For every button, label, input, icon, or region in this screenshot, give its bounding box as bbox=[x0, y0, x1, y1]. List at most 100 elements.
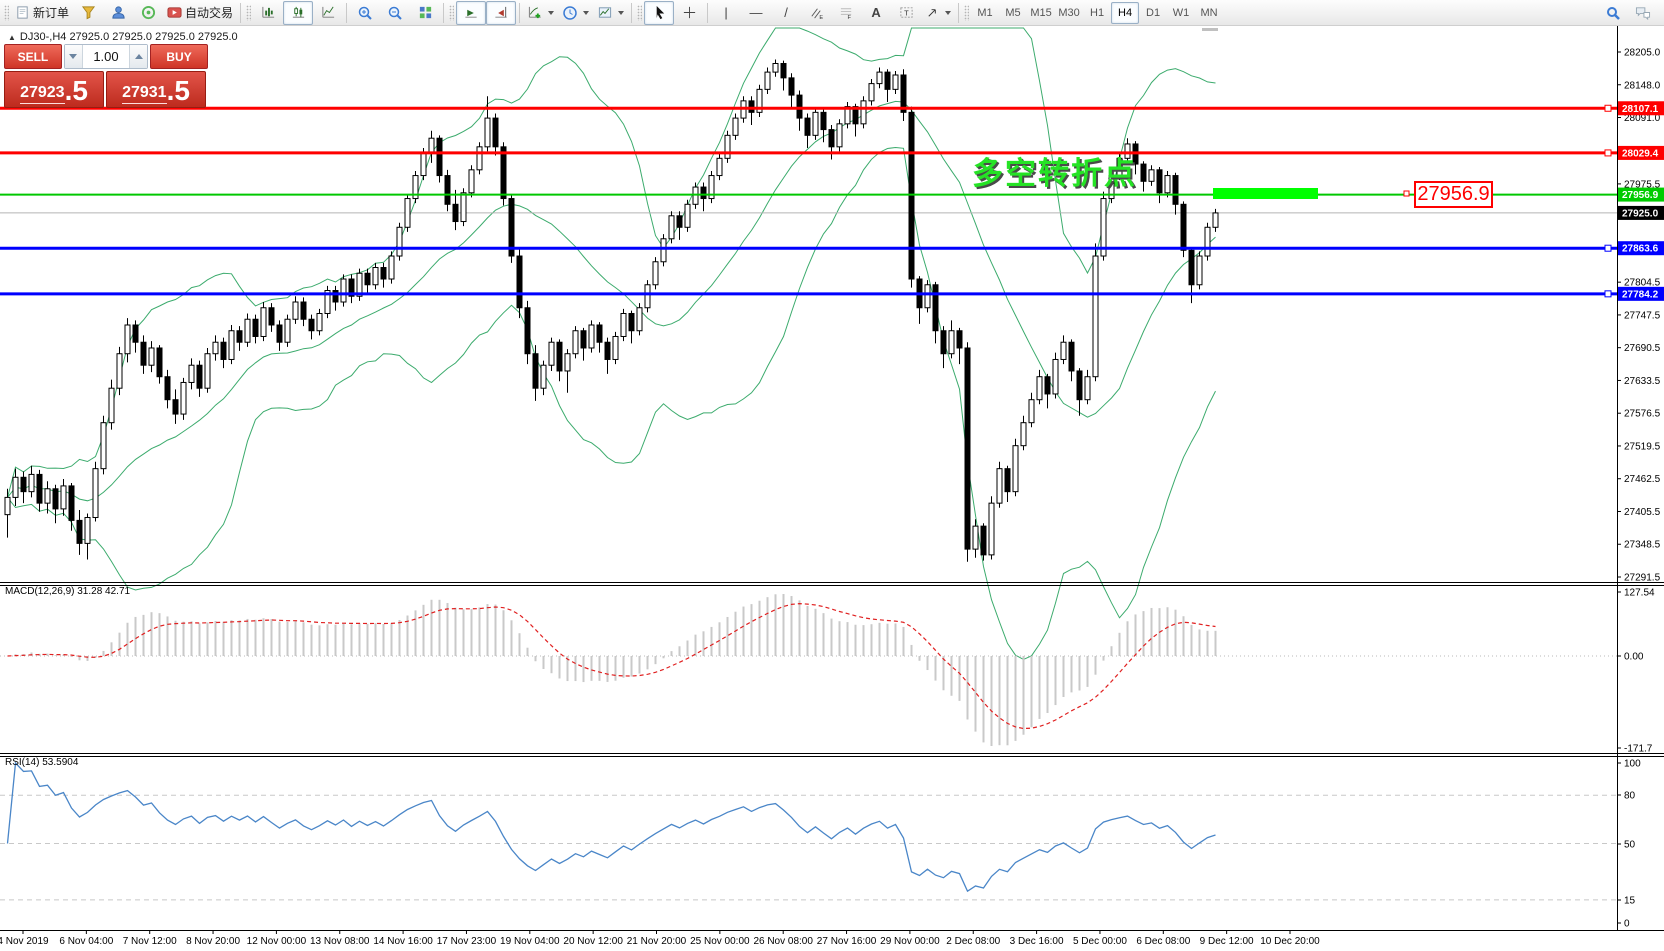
timeframe-d1-button[interactable]: D1 bbox=[1146, 6, 1161, 19]
sell-price-display[interactable]: 27923.5 bbox=[4, 71, 104, 108]
zoom-out-button[interactable] bbox=[380, 1, 410, 25]
templates-button[interactable] bbox=[593, 1, 628, 25]
candle-bear bbox=[52, 488, 59, 510]
macd-histogram bbox=[14, 594, 1217, 746]
auto-trading-button[interactable]: 自动交易 bbox=[163, 1, 237, 25]
rsi-scale-label: 50 bbox=[1624, 840, 1636, 851]
candle-bull bbox=[892, 74, 899, 90]
candle-bull bbox=[812, 111, 819, 136]
toolbar-grip[interactable] bbox=[4, 4, 9, 21]
candle-bull bbox=[988, 502, 995, 556]
periods-button[interactable] bbox=[558, 1, 593, 25]
candle-bull bbox=[764, 71, 771, 90]
candlestick-chart-icon bbox=[292, 6, 304, 18]
auto-scroll-button[interactable] bbox=[456, 0, 487, 25]
chart-shift-button[interactable] bbox=[486, 0, 517, 25]
annotation-text[interactable]: 多空转折点 bbox=[972, 156, 1137, 191]
macd-scale-label: 0.00 bbox=[1624, 652, 1644, 663]
time-axis[interactable]: 4 Nov 2019 6 Nov 04:00 7 Nov 12:00 8 Nov 20… bbox=[0, 930, 1320, 947]
toolbar-grip[interactable] bbox=[964, 4, 970, 21]
trendline-tool-button[interactable]: / bbox=[771, 1, 801, 25]
candle-bull bbox=[1092, 255, 1099, 378]
price-badge-label: 27956.9 bbox=[1622, 190, 1659, 201]
chart-title: ▲ DJ30-,H4 27925.0 27925.0 27925.0 27925.… bbox=[8, 31, 238, 43]
candle-bull bbox=[428, 137, 435, 154]
buy-button[interactable]: BUY bbox=[150, 44, 208, 69]
candlestick-chart-button[interactable] bbox=[283, 0, 314, 25]
zoom-in-button[interactable] bbox=[350, 1, 380, 25]
buy-price-display[interactable]: 27931.5 bbox=[106, 71, 206, 108]
data-window-button[interactable] bbox=[73, 1, 103, 25]
horizontal-line-tool-button[interactable]: — bbox=[741, 1, 771, 25]
candle-bear bbox=[532, 353, 539, 389]
time-axis-label: 4 Nov 2019 bbox=[0, 936, 49, 947]
line-handle[interactable] bbox=[1604, 244, 1612, 252]
toolbar-grip[interactable] bbox=[246, 4, 252, 21]
text-tool-button[interactable]: A bbox=[861, 1, 891, 25]
candle-bull bbox=[732, 117, 739, 136]
bar-chart-button[interactable] bbox=[253, 1, 283, 25]
collapse-panel-icon[interactable]: ▲ bbox=[8, 33, 16, 42]
candle-bull bbox=[716, 157, 723, 177]
timeframe-h1-button[interactable]: H1 bbox=[1090, 6, 1105, 19]
price-tick-label: 27291.5 bbox=[1624, 573, 1661, 584]
candle-bull bbox=[1036, 376, 1043, 401]
crosshair-tool-button[interactable] bbox=[674, 1, 704, 25]
label-tool-button[interactable]: T bbox=[891, 1, 921, 25]
market-watch-button[interactable] bbox=[103, 1, 133, 25]
candle-bull bbox=[12, 476, 19, 498]
highlight-bar[interactable] bbox=[1213, 188, 1318, 199]
line-handle[interactable] bbox=[1604, 104, 1612, 112]
candle-bear bbox=[1172, 175, 1179, 205]
signals-button[interactable] bbox=[133, 1, 163, 25]
candle-bear bbox=[956, 330, 963, 349]
price-axis[interactable]: 28205.0 28148.0 28091.0 27975.5 27804.5 27747… bbox=[1617, 48, 1664, 930]
volume-input[interactable]: 1.00 bbox=[93, 49, 119, 64]
time-axis-label: 10 Dec 20:00 bbox=[1260, 936, 1320, 947]
auto-trading-label: 自动交易 bbox=[185, 6, 234, 20]
fibonacci-tool-button[interactable]: F bbox=[831, 1, 861, 25]
timeframe-m5-button[interactable]: M5 bbox=[1005, 6, 1021, 19]
volume-increase-button[interactable] bbox=[129, 45, 148, 68]
toolbar-grip[interactable] bbox=[449, 4, 455, 21]
line-chart-button[interactable] bbox=[313, 1, 343, 25]
candle-bull bbox=[708, 175, 715, 200]
tile-windows-button[interactable] bbox=[410, 1, 440, 25]
candle-bear bbox=[788, 77, 795, 96]
line-handle[interactable] bbox=[1604, 149, 1612, 157]
arrows-tool-button[interactable] bbox=[921, 1, 955, 25]
callout-anchor[interactable] bbox=[1403, 190, 1410, 197]
timeframe-w1-button[interactable]: W1 bbox=[1172, 6, 1190, 19]
candle-bear bbox=[76, 519, 83, 544]
price-callout-box[interactable]: 27956.9 bbox=[1414, 181, 1493, 208]
macd-scale-label: -171.7 bbox=[1624, 744, 1653, 755]
candle-bull bbox=[92, 468, 99, 519]
chat-button[interactable] bbox=[1628, 1, 1658, 25]
toolbar-grip[interactable] bbox=[637, 4, 643, 21]
one-click-trading-panel: SELL 1.00 BUY 27923.5 27931.5 bbox=[4, 44, 208, 108]
candle-bear bbox=[700, 186, 707, 200]
timeframe-m1-button[interactable]: M1 bbox=[977, 6, 993, 19]
line-handle[interactable] bbox=[1604, 290, 1612, 298]
timeframe-h4-button[interactable]: H4 bbox=[1111, 1, 1140, 24]
timeframe-m15-button[interactable]: M15 bbox=[1030, 6, 1052, 19]
vertical-line-tool-button[interactable]: | bbox=[711, 1, 741, 25]
new-order-icon bbox=[17, 6, 28, 19]
new-order-label: 新订单 bbox=[33, 6, 70, 20]
search-button[interactable] bbox=[1598, 1, 1628, 25]
candle-bull bbox=[588, 324, 595, 349]
sell-button[interactable]: SELL bbox=[4, 44, 62, 69]
trader-icon bbox=[111, 6, 125, 19]
time-axis-label: 27 Nov 16:00 bbox=[817, 936, 877, 947]
candle-bull bbox=[684, 203, 691, 228]
candle-bull bbox=[420, 152, 427, 177]
timeframe-m30-button[interactable]: M30 bbox=[1058, 6, 1080, 19]
timeframe-mn-button[interactable]: MN bbox=[1200, 6, 1218, 19]
volume-decrease-button[interactable] bbox=[64, 45, 83, 68]
add-indicator-button[interactable] bbox=[523, 1, 558, 25]
channel-tool-button[interactable]: E bbox=[801, 1, 831, 25]
cursor-tool-button[interactable] bbox=[644, 0, 675, 25]
new-order-button[interactable]: 新订单 bbox=[11, 1, 73, 25]
